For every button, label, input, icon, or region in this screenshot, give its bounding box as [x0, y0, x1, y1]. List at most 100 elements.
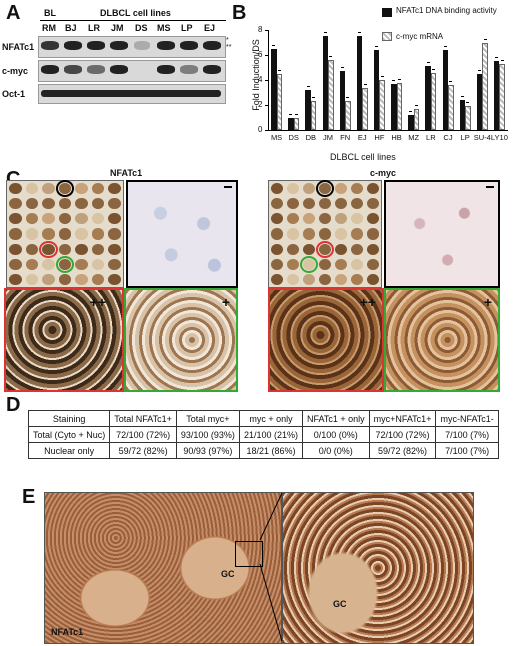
tma-core [108, 228, 121, 240]
tissue-med-cmyc: + [384, 288, 500, 392]
x-axis-label: DLBCL cell lines [330, 152, 396, 162]
tma-core [367, 213, 379, 225]
tma-core [9, 198, 22, 210]
lymph-node-high-mag: GC [282, 492, 474, 644]
error-bar [483, 38, 487, 44]
tma-core [55, 179, 75, 198]
tma-core [271, 213, 283, 225]
error-bar [478, 69, 482, 75]
tma-core [319, 273, 331, 285]
tma-core [91, 213, 105, 225]
lane-label: EJ [204, 23, 216, 33]
tma-core [335, 228, 347, 240]
bar-cmyc [328, 60, 334, 130]
tma-core [316, 240, 334, 258]
tma-core [287, 228, 299, 240]
tma-overview-cmyc [268, 179, 382, 288]
lymph-node-low-mag: GC NFATc1 [44, 492, 282, 644]
error-bar [289, 113, 293, 119]
x-tick-label: MS [270, 133, 283, 142]
y-tick [265, 80, 268, 81]
marker-single: * [226, 37, 229, 44]
bar-nfatc1 [391, 83, 397, 130]
tma-core [75, 258, 88, 270]
row-label-oct1: Oct-1 [2, 89, 26, 99]
bar-cmyc [345, 101, 351, 130]
error-bar [277, 69, 281, 75]
error-bar [426, 62, 430, 67]
tma-core [287, 258, 299, 270]
legend-label-nfatc1: NFATc1 DNA binding activity [396, 6, 497, 15]
bar-nfatc1 [305, 90, 311, 130]
tma-core [319, 198, 331, 210]
bar-cmyc [396, 82, 403, 130]
tma-core [287, 183, 299, 195]
table-cell: Nuclear only [27, 442, 111, 459]
tma-core [287, 273, 299, 285]
table-row: Total (Cyto + Nuc) 72/100 (72%) 93/100 (… [27, 426, 499, 443]
tma-core [271, 273, 283, 285]
group-dlbcl-label: DLBCL cell lines [100, 8, 171, 18]
error-bar [306, 86, 310, 91]
tma-core [303, 243, 315, 255]
tma-core [75, 243, 88, 255]
error-bar [466, 102, 470, 107]
panel-d-label: D [6, 394, 21, 416]
tma-core [58, 228, 72, 240]
bar-nfatc1 [356, 36, 363, 130]
legend-label-cmyc: c-myc mRNA [396, 32, 444, 41]
error-bar [392, 79, 396, 85]
x-tick-label: LP [460, 133, 470, 142]
tma-overview-nfatc1 [6, 179, 124, 288]
bar-cmyc [293, 117, 300, 130]
marker-double: ** [226, 44, 232, 51]
bar-cmyc [482, 42, 488, 130]
tma-core [303, 198, 315, 210]
tma-core [42, 213, 55, 225]
bar-nfatc1 [476, 73, 483, 130]
x-tick-label: HF [374, 133, 385, 142]
tma-core [25, 198, 39, 210]
tma-core [25, 243, 39, 255]
tma-core [351, 273, 363, 285]
bar-chart: 0 2 4 6 8 MS DS DB JM FN EJ HF HB MZ LR CJ LP SU-4 LY10 [258, 25, 508, 142]
tissue-med-nfatc1: + [124, 288, 238, 392]
error-bar [397, 78, 401, 84]
bar-nfatc1 [271, 48, 277, 130]
error-bar [346, 97, 350, 102]
legend-swatch-nfatc1 [382, 8, 392, 17]
error-bar [500, 59, 504, 65]
tma-core [303, 228, 315, 240]
band-markers: * ** [226, 37, 231, 51]
gc-label-right: GC [333, 599, 347, 609]
tissue-neg-nfatc1 [126, 180, 238, 288]
error-bar [375, 46, 379, 51]
tma-core [91, 183, 105, 195]
tma-core [335, 183, 347, 195]
lane-label: JM [111, 23, 124, 33]
tma-core [335, 258, 347, 270]
tma-core [91, 273, 105, 285]
x-tick-label: JM [322, 133, 333, 142]
tma-core [91, 243, 105, 255]
tma-core [42, 198, 55, 210]
x-tick-label: DB [305, 133, 317, 142]
tma-core [319, 228, 331, 240]
bar-nfatc1 [493, 61, 500, 130]
tma-core [335, 243, 347, 255]
tma-core [316, 179, 334, 198]
tma-core [42, 258, 55, 270]
bar-cmyc [448, 85, 454, 130]
panel-b-label: B [232, 2, 247, 24]
bar-nfatc1 [373, 50, 380, 130]
tma-core [75, 213, 88, 225]
tma-core [351, 258, 363, 270]
tma-core [39, 240, 58, 258]
y-tick [265, 55, 268, 56]
x-tick-label: FN [340, 133, 351, 142]
tma-core [335, 213, 347, 225]
x-tick-label: LR [426, 133, 436, 142]
lane-labels: RM BJ LR JM DS MS LP EJ [38, 23, 228, 35]
x-tick-label: HB [391, 133, 402, 142]
